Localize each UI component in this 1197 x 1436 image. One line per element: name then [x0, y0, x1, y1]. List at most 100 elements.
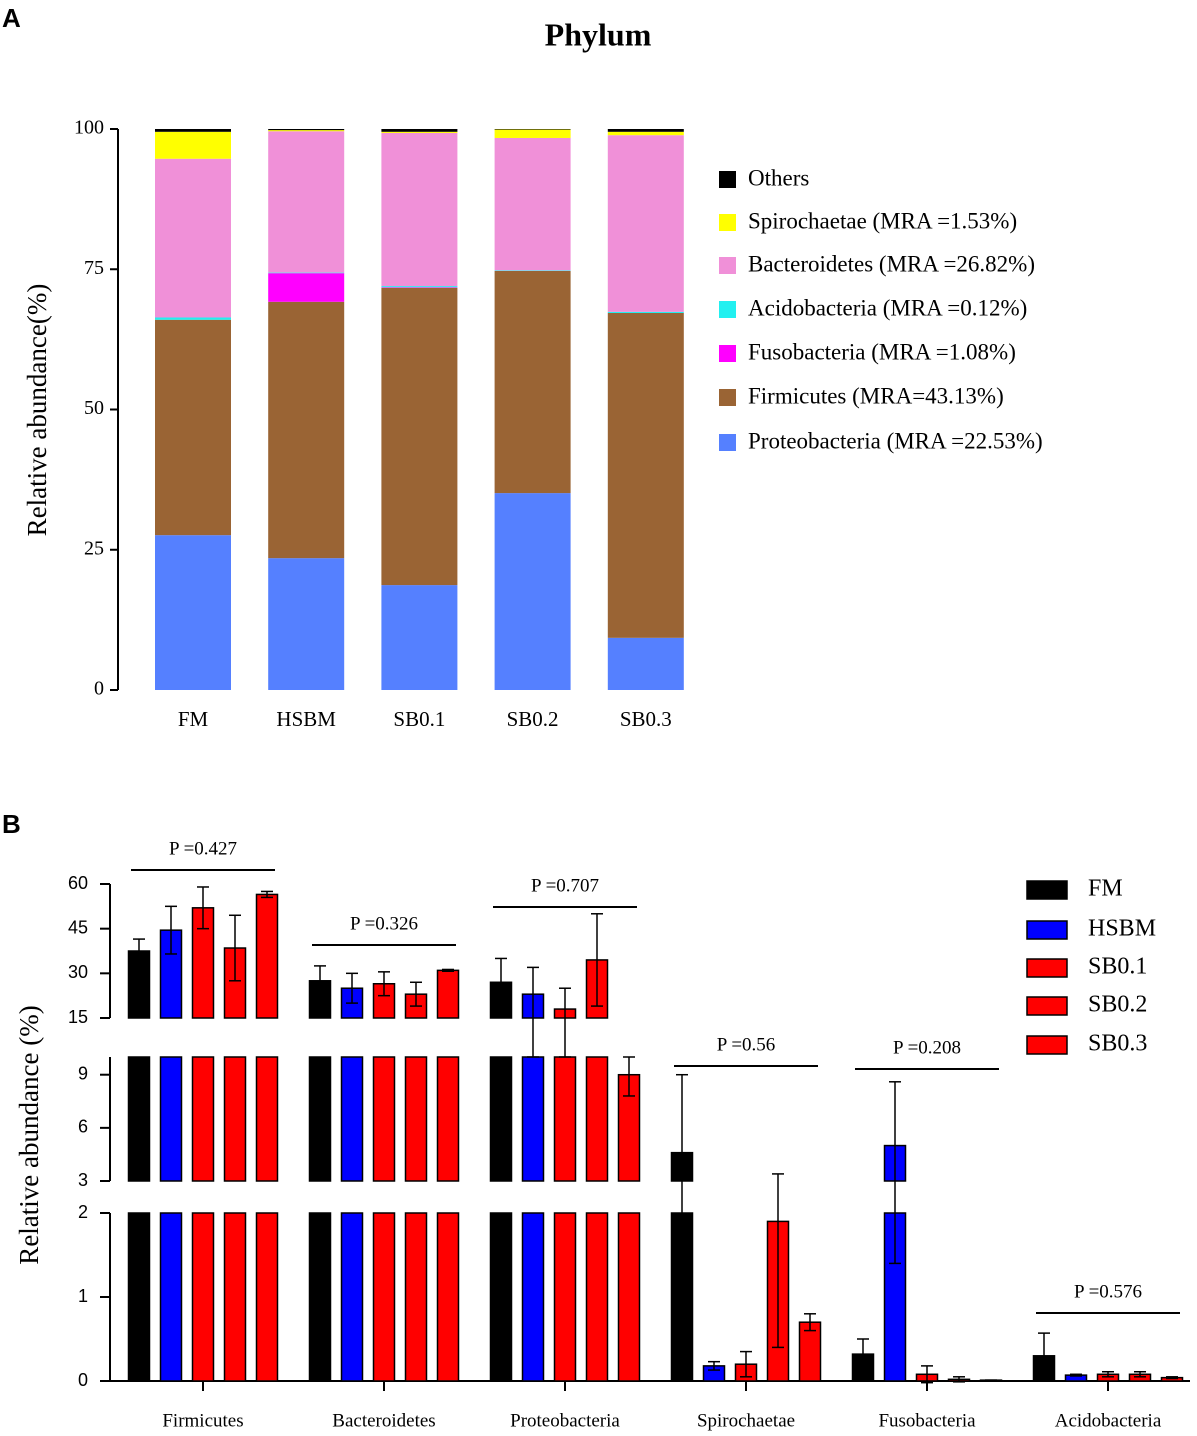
legend-label: Proteobacteria (MRA =22.53%) — [748, 428, 1043, 453]
legend-label: Firmicutes (MRA=43.13%) — [748, 383, 1004, 408]
x-tick-label: FM — [178, 707, 209, 731]
legend-swatch — [1026, 996, 1068, 1016]
bar-segment — [155, 319, 231, 536]
y-tick-label: 6 — [78, 1117, 88, 1137]
bar — [521, 1056, 545, 1182]
bar — [127, 1056, 151, 1182]
y-tick-label: 0 — [78, 1370, 88, 1390]
bar-segment — [381, 286, 458, 288]
bar-segment — [268, 272, 345, 274]
bar — [255, 1056, 279, 1182]
p-value: P =0.427 — [169, 838, 237, 859]
x-tick-label: Firmicutes — [162, 1410, 243, 1431]
x-tick-label: Spirochaetae — [697, 1410, 795, 1431]
y-tick-label: 75 — [84, 257, 104, 279]
bar-segment — [381, 287, 458, 288]
bar-segment — [607, 313, 684, 638]
legend-swatch — [1026, 1035, 1068, 1055]
y-tick-label: 50 — [84, 397, 104, 419]
legend-swatch — [1026, 958, 1068, 978]
legend-swatch — [719, 345, 736, 362]
legend-swatch — [719, 434, 736, 451]
bar — [553, 1056, 577, 1182]
bar-segment — [607, 311, 684, 314]
y-tick-label: 45 — [68, 917, 88, 937]
bar — [191, 1212, 215, 1382]
bar — [372, 1212, 396, 1382]
y-tick-label: 15 — [68, 1007, 88, 1027]
y-tick-label: 25 — [84, 537, 104, 559]
legend-swatch — [1026, 920, 1068, 940]
bar — [340, 1056, 364, 1182]
bar — [255, 893, 279, 1019]
bar — [223, 1212, 247, 1382]
bar — [308, 1212, 332, 1382]
bar — [191, 1056, 215, 1182]
bar-segment — [155, 131, 231, 159]
bar-segment — [494, 270, 571, 271]
bar-segment — [155, 129, 231, 132]
legend-label: HSBM — [1088, 916, 1156, 942]
legend-label: Acidobacteria (MRA =0.12%) — [748, 295, 1027, 320]
bar-segment — [494, 137, 571, 271]
bar — [223, 1056, 247, 1182]
bar-segment — [268, 273, 345, 302]
panel-label: A — [2, 3, 21, 33]
legend-label: SB0.2 — [1088, 992, 1147, 1018]
bar-segment — [607, 135, 684, 312]
x-tick-label: Fusobacteria — [878, 1410, 976, 1431]
panel-label: B — [2, 809, 21, 839]
bar-segment — [381, 585, 458, 690]
x-tick-label: HSBM — [276, 707, 336, 731]
bar-segment — [607, 637, 684, 690]
y-axis-label: Relative abundance(%) — [22, 284, 52, 537]
y-tick-label: 3 — [78, 1170, 88, 1190]
x-tick-label: Acidobacteria — [1055, 1410, 1162, 1431]
bar — [489, 1056, 513, 1182]
chart-title: Phylum — [545, 16, 652, 52]
legend-swatch — [719, 214, 736, 231]
x-tick-label: SB0.1 — [393, 707, 445, 731]
bar-segment — [155, 535, 231, 690]
bar — [159, 1056, 183, 1182]
legend-swatch — [1026, 880, 1068, 900]
y-axis-label: Relative abundance (%) — [14, 1005, 44, 1264]
y-tick-label: 60 — [68, 873, 88, 893]
bar — [255, 1212, 279, 1382]
p-value: P =0.576 — [1074, 1281, 1142, 1302]
bar — [308, 1056, 332, 1182]
legend-label: Spirochaetae (MRA =1.53%) — [748, 208, 1017, 233]
bar-segment — [494, 493, 571, 690]
legend-swatch — [719, 257, 736, 274]
bar-segment — [494, 270, 571, 494]
bar — [617, 1212, 641, 1382]
bar — [436, 969, 460, 1019]
y-tick-label: 1 — [78, 1286, 88, 1306]
bar — [436, 1212, 460, 1382]
x-tick-label: SB0.3 — [620, 707, 672, 731]
legend-label: Fusobacteria (MRA =1.08%) — [748, 339, 1016, 364]
bar-segment — [494, 129, 571, 138]
bar-segment — [155, 158, 231, 318]
y-tick-label: 9 — [78, 1063, 88, 1083]
bar — [585, 1056, 609, 1182]
bar — [159, 1212, 183, 1382]
bar — [489, 1212, 513, 1382]
bar — [340, 1212, 364, 1382]
bar — [436, 1056, 460, 1182]
p-value: P =0.56 — [717, 1034, 776, 1055]
y-tick-label: 100 — [74, 117, 104, 139]
bar — [585, 1212, 609, 1382]
legend-swatch — [719, 301, 736, 318]
p-value: P =0.208 — [893, 1037, 961, 1058]
bar-segment — [381, 129, 458, 132]
y-tick-label: 30 — [68, 962, 88, 982]
legend-label: FM — [1088, 876, 1123, 902]
bar-segment — [268, 558, 345, 690]
p-value: P =0.707 — [531, 875, 599, 896]
bar — [553, 1212, 577, 1382]
legend-label: SB0.3 — [1088, 1031, 1147, 1057]
bar-segment — [381, 132, 458, 287]
bar — [404, 1212, 428, 1382]
